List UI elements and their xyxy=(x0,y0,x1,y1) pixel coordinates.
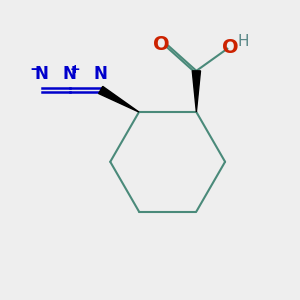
Text: N: N xyxy=(35,65,49,83)
Text: O: O xyxy=(222,38,238,57)
Text: O: O xyxy=(153,35,169,54)
Text: N: N xyxy=(94,65,108,83)
Text: −: − xyxy=(29,62,42,77)
Polygon shape xyxy=(99,86,139,112)
Polygon shape xyxy=(192,71,200,112)
Text: N: N xyxy=(63,65,77,83)
Text: H: H xyxy=(238,34,249,49)
Text: +: + xyxy=(70,63,80,76)
